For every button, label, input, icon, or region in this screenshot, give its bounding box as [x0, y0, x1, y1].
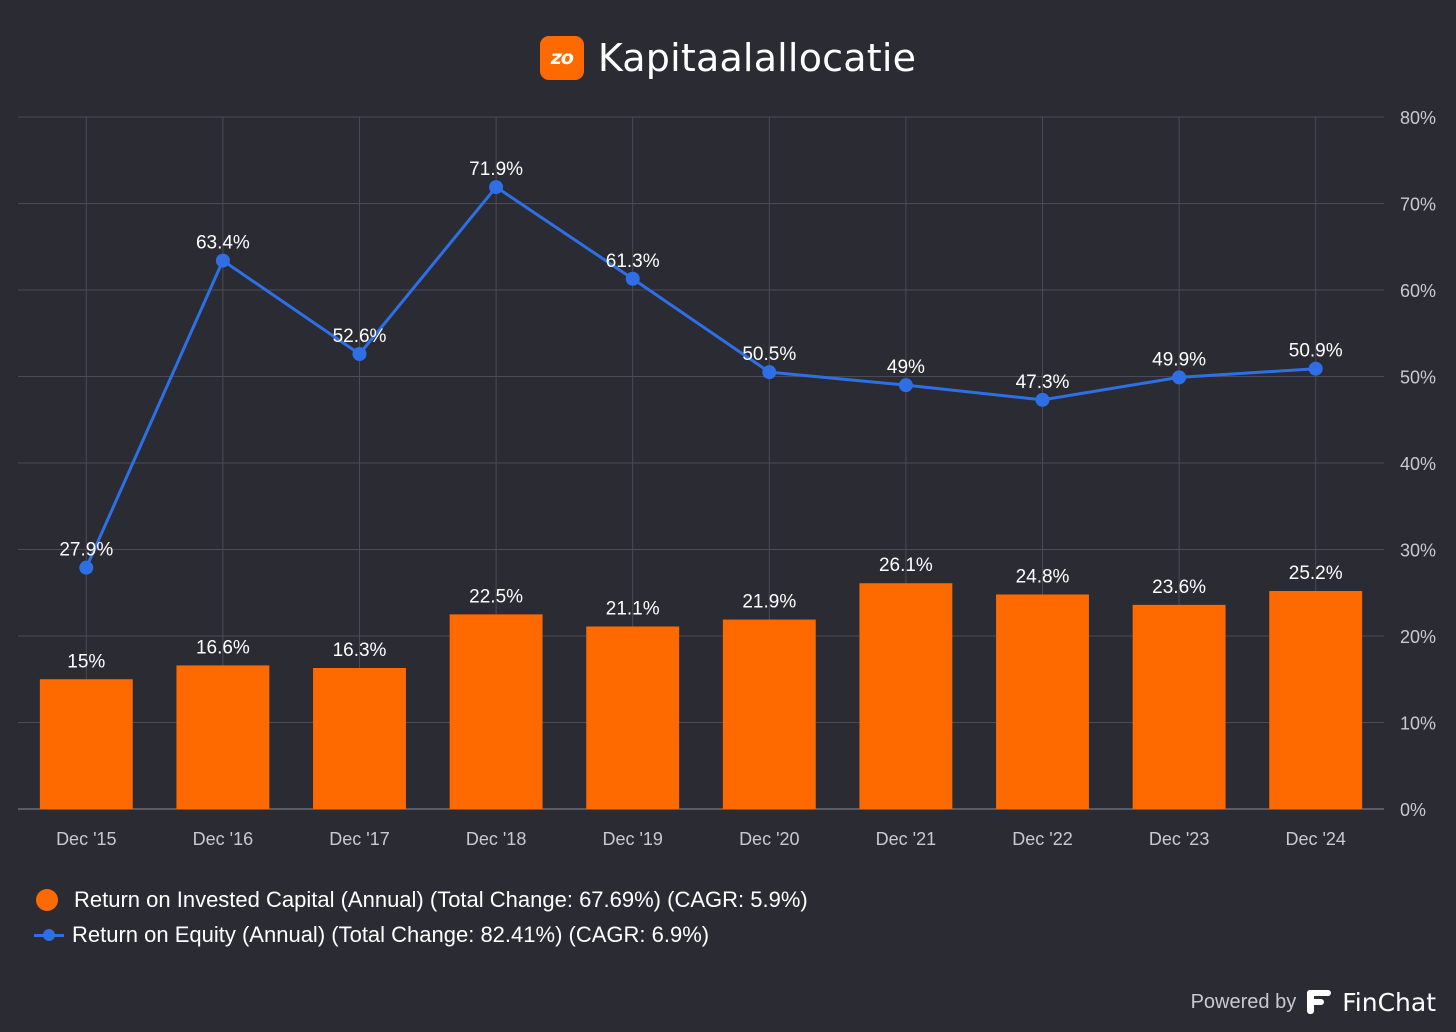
- roe-point: [1172, 370, 1187, 385]
- roic-legend-dot-icon: [36, 888, 58, 911]
- roe-point-label: 52.6%: [333, 326, 387, 347]
- x-tick-label: Dec '22: [1012, 829, 1072, 849]
- roe-point: [762, 365, 777, 380]
- roic-bar: [449, 614, 543, 809]
- roic-bar: [859, 583, 953, 809]
- roe-point-label: 61.3%: [606, 251, 660, 272]
- roic-bar-label: 15%: [67, 651, 105, 672]
- x-tick-label: Dec '18: [466, 829, 526, 849]
- roic-bar: [176, 665, 270, 809]
- chart-title: Kapitaalallocatie: [597, 36, 917, 80]
- x-tick-label: Dec '20: [739, 829, 799, 849]
- y-tick-label: 70%: [1400, 195, 1436, 215]
- roe-line: [84, 185, 1316, 569]
- y-tick-label: 50%: [1400, 368, 1436, 388]
- legend-item-roe[interactable]: Return on Equity (Annual) (Total Change:…: [34, 917, 808, 952]
- roic-bar-label: 26.1%: [879, 555, 933, 576]
- roic-bar-label: 16.3%: [333, 640, 387, 661]
- x-tick-label: Dec '21: [876, 829, 936, 849]
- y-tick-label: 40%: [1400, 454, 1436, 474]
- roe-point: [79, 560, 94, 575]
- x-tick-label: Dec '16: [193, 829, 253, 849]
- roe-point-label: 50.5%: [742, 344, 796, 365]
- finchat-logo-icon: [1307, 990, 1332, 1014]
- roic-bar: [586, 626, 680, 809]
- roic-bar-label: 21.9%: [742, 592, 796, 613]
- roic-bar-label: 22.5%: [469, 586, 523, 607]
- chart-header: zo Kapitaalallocatie: [0, 30, 1456, 86]
- y-tick-label: 80%: [1400, 108, 1436, 128]
- roic-bar: [313, 668, 406, 809]
- powered-by-text: Powered by: [1190, 990, 1297, 1013]
- roic-bar-label: 25.2%: [1289, 563, 1343, 584]
- y-tick-label: 60%: [1400, 281, 1436, 301]
- finchat-brand: FinChat: [1342, 987, 1436, 1017]
- roic-bar: [1132, 604, 1226, 809]
- roe-point: [352, 347, 367, 362]
- legend-label-roe: Return on Equity (Annual) (Total Change:…: [72, 921, 710, 947]
- roe-point: [625, 271, 640, 286]
- x-tick-label: Dec '24: [1285, 829, 1345, 849]
- roe-point-label: 47.3%: [1016, 372, 1070, 393]
- y-tick-label: 20%: [1400, 627, 1436, 647]
- roe-point-label: 49.9%: [1152, 349, 1206, 370]
- roe-point-label: 27.9%: [59, 540, 113, 561]
- roe-point-label: 71.9%: [469, 159, 523, 180]
- roic-bar: [39, 679, 133, 809]
- roic-bar-label: 16.6%: [196, 637, 250, 658]
- roe-point: [1308, 361, 1323, 376]
- legend-label-roic: Return on Invested Capital (Annual) (Tot…: [74, 886, 808, 912]
- y-tick-label: 0%: [1400, 800, 1426, 820]
- roic-bar: [996, 594, 1089, 809]
- roic-bar-label: 24.8%: [1016, 566, 1070, 587]
- y-tick-label: 10%: [1400, 714, 1436, 734]
- roe-legend-line-icon: [34, 924, 64, 946]
- x-tick-label: Dec '23: [1149, 829, 1209, 849]
- x-tick-label: Dec '15: [56, 829, 116, 849]
- roe-point-label: 63.4%: [196, 233, 250, 254]
- x-tick-label: Dec '17: [329, 829, 389, 849]
- zo-logo-icon: zo: [539, 36, 584, 80]
- roe-point: [215, 253, 230, 268]
- roe-point-label: 50.9%: [1289, 341, 1343, 362]
- roe-point: [1035, 392, 1050, 407]
- x-tick-label: Dec '19: [602, 829, 662, 849]
- roic-bar: [722, 619, 816, 809]
- chart-legend: Return on Invested Capital (Annual) (Tot…: [34, 882, 808, 952]
- roe-point-label: 49%: [887, 357, 925, 378]
- roic-bar-label: 21.1%: [606, 598, 660, 619]
- roe-point: [489, 180, 504, 195]
- roe-point: [898, 378, 913, 393]
- legend-item-roic[interactable]: Return on Invested Capital (Annual) (Tot…: [34, 882, 808, 917]
- roic-bar-label: 23.6%: [1152, 577, 1206, 598]
- roic-bar: [1269, 591, 1363, 809]
- powered-by[interactable]: Powered by FinChat: [1191, 984, 1436, 1020]
- y-tick-label: 30%: [1400, 541, 1436, 561]
